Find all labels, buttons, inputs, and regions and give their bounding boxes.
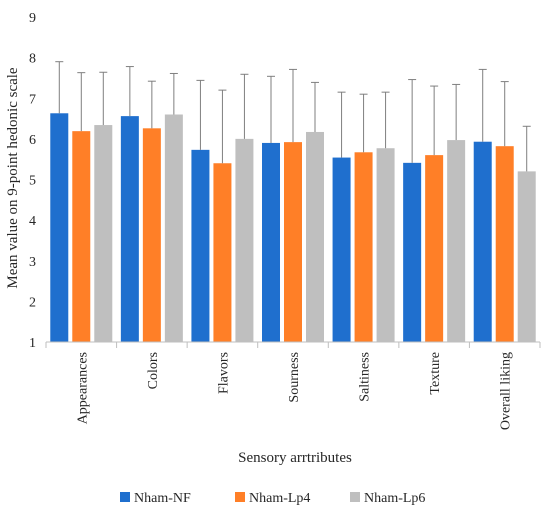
y-tick-label: 6: [29, 133, 36, 148]
error-bars: [55, 61, 531, 172]
y-tick-label: 5: [29, 174, 36, 189]
x-tick-label: Overall liking: [499, 352, 514, 430]
bar: [354, 152, 373, 342]
x-tick-label: Colors: [146, 352, 161, 389]
legend: Nham-NF Nham-Lp4 Nham-Lp6: [120, 491, 425, 506]
y-tick-label: 3: [29, 255, 36, 270]
bar: [235, 138, 254, 342]
x-axis-title: Sensory arrtributes: [238, 450, 352, 466]
x-tick-label: Saltiness: [358, 352, 373, 402]
bar: [262, 142, 280, 342]
y-tick-label: 2: [29, 295, 36, 310]
bar: [332, 157, 351, 342]
bar: [403, 162, 422, 342]
bars: [50, 113, 536, 342]
x-tick-label: Sourness: [287, 352, 302, 403]
y-tick-label: 7: [29, 92, 36, 107]
bar: [306, 131, 324, 342]
bar: [120, 116, 139, 342]
bar: [164, 114, 183, 342]
bar: [72, 131, 91, 342]
legend-label: Nham-Lp4: [249, 491, 310, 506]
x-axis: Appearances Colors Flavors Sourness Saltines…: [45, 341, 541, 430]
y-tick-label: 8: [29, 52, 36, 67]
bar: [376, 148, 395, 342]
legend-swatch: [350, 492, 360, 502]
legend-swatch: [120, 492, 130, 502]
y-tick-label: 1: [29, 336, 36, 351]
bar: [50, 113, 69, 342]
y-axis: 1 2 3 4 5 6 7 8 9: [29, 11, 36, 351]
y-axis-title: Mean value on 9-point hedonic scale: [5, 67, 21, 289]
bar: [94, 125, 113, 342]
y-tick-label: 4: [29, 214, 36, 229]
bar: [425, 155, 444, 342]
legend-label: Nham-NF: [134, 491, 191, 506]
x-tick-label: Appearances: [75, 352, 90, 424]
x-tick-label: Flavors: [216, 352, 231, 394]
x-tick-label: Texture: [428, 352, 443, 395]
bar: [213, 163, 232, 342]
bar: [447, 140, 466, 342]
y-tick-label: 9: [29, 11, 36, 26]
legend-swatch: [235, 492, 245, 502]
bar: [142, 128, 161, 342]
legend-label: Nham-Lp6: [364, 491, 425, 506]
bar: [191, 149, 210, 342]
bar: [284, 142, 302, 342]
bar: [473, 141, 492, 342]
bar: [495, 146, 514, 342]
bar: [517, 171, 536, 342]
